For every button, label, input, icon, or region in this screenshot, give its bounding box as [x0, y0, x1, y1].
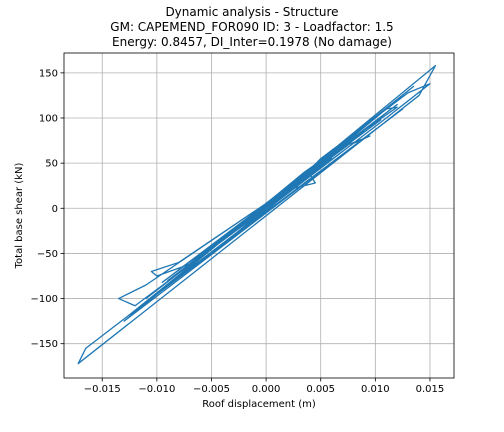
chart-title-line-2: GM: CAPEMEND_FOR090 ID: 3 - Loadfactor: … [110, 20, 394, 34]
x-axis-label: Roof displacement (m) [202, 399, 316, 410]
x-tick-label: 0.015 [416, 384, 445, 395]
y-tick-label: 50 [45, 159, 58, 170]
grid [64, 53, 454, 378]
y-tick-label: 100 [39, 114, 58, 125]
plot-frame [63, 52, 455, 379]
y-tick-label: 0 [52, 204, 58, 215]
y-tick-label: −100 [31, 294, 58, 305]
data-layer [77, 64, 437, 365]
y-tick-label: 150 [39, 68, 58, 79]
series-line [77, 64, 437, 365]
x-tick-label: −0.005 [193, 384, 230, 395]
ticks: −0.015 −0.010 −0.005 0.000 0.005 0.010 0.015 −1… [31, 68, 445, 395]
chart-title-line-1: Dynamic analysis - Structure [165, 5, 339, 19]
y-axis-label: Total base shear (kN) [14, 163, 25, 270]
x-tick-label: −0.010 [138, 384, 175, 395]
y-tick-label: −150 [31, 339, 58, 350]
chart-title-line-3: Energy: 0.8457, DI_Inter=0.1978 (No dama… [112, 35, 392, 49]
x-tick-label: 0.000 [252, 384, 281, 395]
x-tick-label: 0.010 [361, 384, 390, 395]
x-tick-label: −0.015 [84, 384, 121, 395]
x-tick-label: 0.005 [306, 384, 335, 395]
y-tick-label: −50 [37, 249, 58, 260]
